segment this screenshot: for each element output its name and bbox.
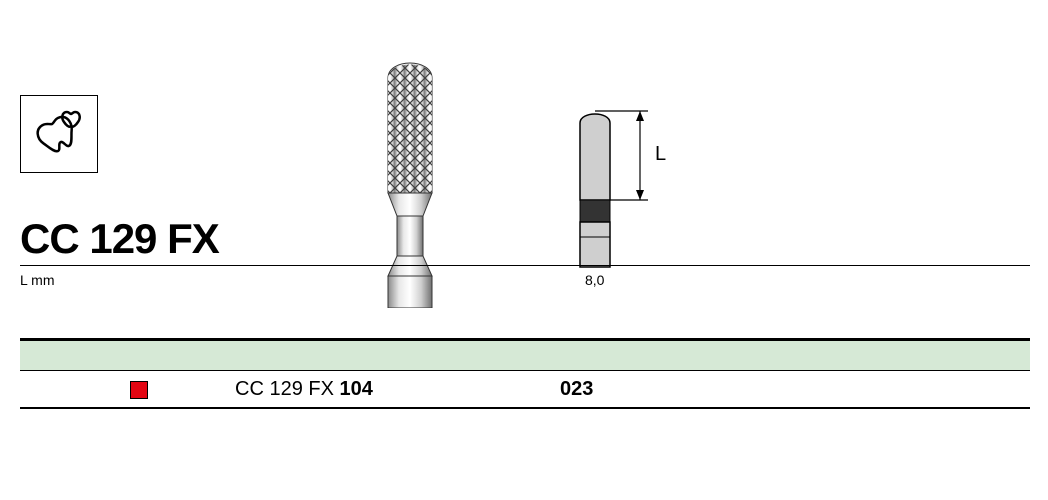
dimension-unit-label: L mm	[20, 272, 54, 288]
table-bottom-rule	[20, 407, 1030, 409]
bur-illustration	[375, 48, 445, 308]
dimension-schematic: L	[570, 105, 700, 270]
product-title: CC 129 FX	[20, 215, 219, 263]
table-header-band	[20, 341, 1030, 371]
code-prefix: CC 129 FX	[235, 378, 339, 400]
product-size: 023	[560, 378, 593, 401]
catalog-page: L CC 129 FX L mm 8,0 CC 129 FX 104 023	[0, 0, 1048, 500]
category-icon-box	[20, 95, 98, 173]
dim-label: L	[655, 143, 666, 165]
code-suffix: 104	[339, 378, 372, 400]
length-value: 8,0	[585, 272, 604, 288]
title-rule	[20, 265, 1030, 266]
product-code: CC 129 FX 104	[235, 378, 373, 401]
color-marker-red	[130, 381, 148, 399]
tooth-icon	[29, 104, 89, 164]
